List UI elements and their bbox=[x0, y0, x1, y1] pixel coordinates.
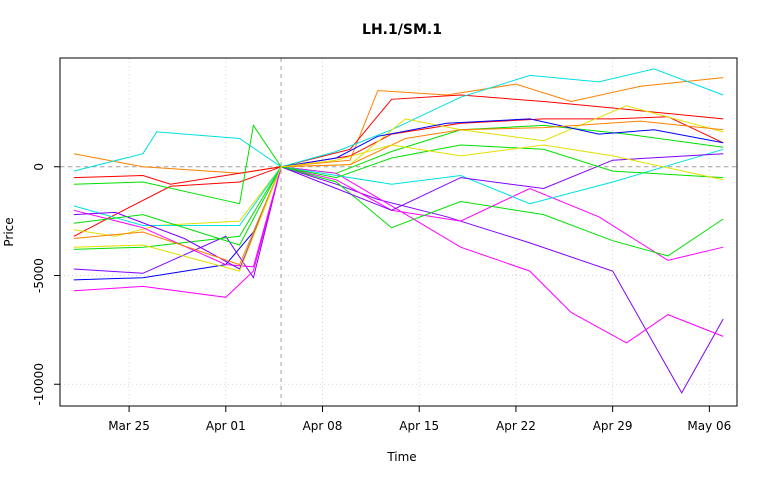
x-tick-label: Apr 08 bbox=[303, 419, 343, 433]
series-line-15 bbox=[73, 144, 724, 246]
series-line-2 bbox=[73, 94, 724, 185]
x-axis: Mar 25 Apr 01 Apr 08 Apr 15 Apr 22 Apr 29 May … bbox=[108, 406, 731, 433]
x-tick-label: Apr 15 bbox=[399, 419, 439, 433]
series-line-11 bbox=[73, 166, 724, 257]
y-tick-label: -5000 bbox=[32, 258, 46, 293]
series-line-7 bbox=[73, 118, 724, 281]
x-tick-label: May 06 bbox=[687, 419, 731, 433]
series-layer bbox=[73, 68, 724, 394]
series-line-9 bbox=[73, 166, 724, 344]
series-line-4 bbox=[73, 68, 724, 172]
x-axis-label: Time bbox=[386, 450, 416, 464]
series-line-6 bbox=[73, 124, 724, 205]
y-tick-label: -10000 bbox=[32, 363, 46, 406]
y-axis-label: Price bbox=[2, 217, 16, 246]
y-tick-label: 0 bbox=[32, 163, 46, 171]
reference-lines bbox=[60, 58, 737, 406]
series-line-13 bbox=[73, 153, 724, 270]
series-line-16 bbox=[73, 144, 724, 272]
x-tick-label: Apr 29 bbox=[593, 419, 633, 433]
series-line-10 bbox=[73, 166, 724, 268]
series-line-8 bbox=[73, 166, 724, 394]
plot-frame bbox=[59, 57, 738, 407]
series-line-5 bbox=[73, 105, 724, 237]
x-tick-label: Mar 25 bbox=[108, 419, 150, 433]
x-tick-label: Apr 22 bbox=[496, 419, 536, 433]
series-line-3 bbox=[73, 116, 724, 237]
series-line-12 bbox=[73, 148, 724, 226]
x-tick-label: Apr 01 bbox=[206, 419, 246, 433]
series-line-1 bbox=[73, 77, 724, 174]
y-axis: -10000 -5000 0 bbox=[32, 163, 60, 406]
chart-title: LH.1/SM.1 bbox=[362, 22, 442, 38]
series-line-14 bbox=[73, 120, 724, 266]
